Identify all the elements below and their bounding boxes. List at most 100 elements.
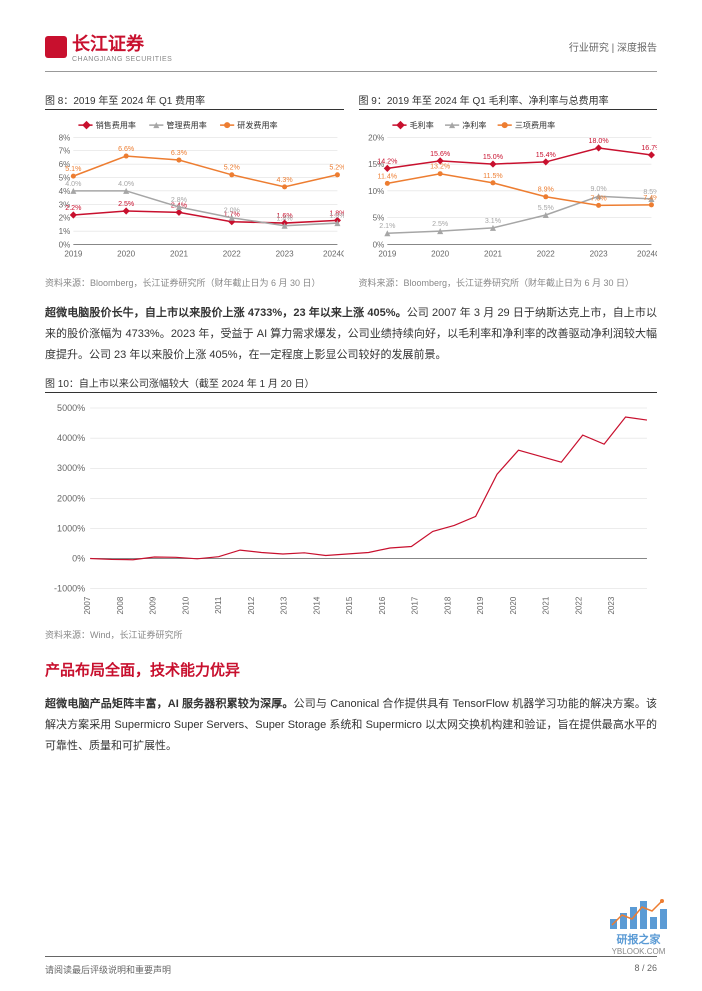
svg-text:2021: 2021 bbox=[170, 250, 188, 259]
svg-text:11.4%: 11.4% bbox=[377, 172, 397, 180]
watermark-bars-icon bbox=[610, 897, 667, 929]
logo-text: 长江证券 bbox=[72, 30, 172, 56]
svg-text:15.6%: 15.6% bbox=[430, 150, 451, 158]
svg-text:2021: 2021 bbox=[483, 250, 501, 259]
chart-8-svg: 销售费用率管理费用率研发费用率0%1%2%3%4%5%6%7%8%2019202… bbox=[45, 115, 344, 267]
svg-text:2.8%: 2.8% bbox=[171, 196, 188, 204]
svg-text:9.0%: 9.0% bbox=[590, 185, 607, 193]
svg-text:2020: 2020 bbox=[431, 250, 449, 259]
svg-text:2.5%: 2.5% bbox=[118, 200, 135, 208]
svg-text:2021: 2021 bbox=[542, 597, 551, 615]
paragraph-1: 超微电脑股价长牛，自上市以来股价上涨 4733%，23 年以来上涨 405%。公… bbox=[45, 303, 657, 366]
svg-text:2.5%: 2.5% bbox=[432, 220, 449, 228]
svg-text:2%: 2% bbox=[59, 214, 71, 223]
svg-text:1000%: 1000% bbox=[57, 524, 85, 534]
svg-text:7.4%: 7.4% bbox=[643, 194, 657, 202]
svg-text:2023: 2023 bbox=[276, 250, 294, 259]
svg-text:3000%: 3000% bbox=[57, 464, 85, 474]
svg-text:0%: 0% bbox=[72, 554, 85, 564]
logo-icon bbox=[45, 36, 67, 58]
svg-text:2017: 2017 bbox=[411, 597, 420, 615]
svg-text:研发费用率: 研发费用率 bbox=[237, 120, 277, 130]
chart-10-svg: -1000% 0% 1000% 2000% 3000% 4000% 5000% 2007 200… bbox=[45, 398, 657, 619]
svg-text:2011: 2011 bbox=[214, 597, 223, 615]
svg-text:7%: 7% bbox=[59, 147, 71, 156]
svg-text:4.0%: 4.0% bbox=[65, 180, 82, 188]
watermark-text: 研报之家 bbox=[610, 931, 667, 947]
svg-text:0%: 0% bbox=[59, 241, 71, 250]
svg-text:-1000%: -1000% bbox=[54, 584, 85, 594]
paragraph-2: 超微电脑产品矩阵丰富，AI 服务器积累较为深厚。公司与 Canonical 合作… bbox=[45, 694, 657, 757]
chart-10-title: 图 10：自上市以来公司涨幅较大（截至 2024 年 1 月 20 日） bbox=[45, 375, 657, 390]
svg-text:4.0%: 4.0% bbox=[118, 180, 135, 188]
svg-text:2007: 2007 bbox=[83, 597, 92, 615]
svg-text:2022: 2022 bbox=[536, 250, 554, 259]
svg-text:1.4%: 1.4% bbox=[277, 215, 294, 223]
logo: 长江证券 CHANGJIANG SECURITIES bbox=[45, 30, 172, 63]
svg-text:20%: 20% bbox=[368, 133, 384, 142]
svg-text:1.6%: 1.6% bbox=[329, 212, 343, 220]
svg-text:2010: 2010 bbox=[181, 597, 190, 615]
svg-text:销售费用率: 销售费用率 bbox=[96, 120, 136, 130]
watermark-url: YBLOOK.COM bbox=[610, 947, 667, 956]
svg-text:三项费用率: 三项费用率 bbox=[514, 120, 554, 130]
svg-text:1%: 1% bbox=[59, 227, 71, 236]
chart-9-svg: 毛利率净利率三项费用率0%5%10%15%20%2019202020212022… bbox=[359, 115, 658, 267]
svg-text:净利率: 净利率 bbox=[462, 120, 486, 130]
svg-text:4000%: 4000% bbox=[57, 434, 85, 444]
svg-text:13.2%: 13.2% bbox=[430, 163, 451, 171]
svg-text:2024Q1: 2024Q1 bbox=[323, 250, 343, 259]
svg-text:2013: 2013 bbox=[280, 597, 289, 615]
svg-text:2000%: 2000% bbox=[57, 494, 85, 504]
svg-text:2009: 2009 bbox=[149, 597, 158, 615]
svg-text:2015: 2015 bbox=[345, 597, 354, 615]
svg-text:6.6%: 6.6% bbox=[118, 145, 135, 153]
svg-text:5000%: 5000% bbox=[57, 403, 85, 413]
svg-text:16.7%: 16.7% bbox=[641, 144, 657, 152]
svg-text:2022: 2022 bbox=[574, 597, 583, 615]
svg-text:2019: 2019 bbox=[378, 250, 396, 259]
header-divider bbox=[45, 71, 657, 72]
svg-text:2.1%: 2.1% bbox=[379, 222, 396, 230]
svg-text:5.1%: 5.1% bbox=[65, 165, 82, 173]
svg-text:2008: 2008 bbox=[116, 597, 125, 615]
svg-text:3.1%: 3.1% bbox=[484, 217, 501, 225]
svg-text:5.5%: 5.5% bbox=[537, 204, 554, 212]
svg-text:管理费用率: 管理费用率 bbox=[166, 120, 206, 130]
svg-text:2020: 2020 bbox=[509, 597, 518, 615]
svg-text:2018: 2018 bbox=[443, 597, 452, 615]
svg-text:2.2%: 2.2% bbox=[65, 204, 82, 212]
svg-text:15.0%: 15.0% bbox=[482, 153, 503, 161]
svg-text:2023: 2023 bbox=[607, 597, 616, 615]
svg-text:2014: 2014 bbox=[312, 597, 321, 615]
chart-9: 图 9：2019 年至 2024 年 Q1 毛利率、净利率与总费用率 毛利率净利… bbox=[359, 92, 658, 289]
chart-8-source: 资料来源：Bloomberg，长江证券研究所（财年截止日为 6 月 30 日） bbox=[45, 276, 344, 289]
svg-text:2016: 2016 bbox=[378, 597, 387, 615]
svg-text:2019: 2019 bbox=[476, 597, 485, 615]
chart-8-title: 图 8：2019 年至 2024 年 Q1 费用率 bbox=[45, 92, 344, 107]
page-footer: 请阅读最后评级说明和重要声明 8 / 26 bbox=[0, 956, 702, 991]
svg-text:2022: 2022 bbox=[223, 250, 241, 259]
svg-text:4.3%: 4.3% bbox=[277, 176, 294, 184]
section-title: 产品布局全面，技术能力优异 bbox=[45, 659, 657, 680]
svg-text:2012: 2012 bbox=[247, 597, 256, 615]
svg-text:5.2%: 5.2% bbox=[329, 164, 343, 172]
page-number: 8 / 26 bbox=[634, 963, 657, 976]
svg-text:15.4%: 15.4% bbox=[535, 151, 556, 159]
watermark: 研报之家 YBLOOK.COM bbox=[610, 897, 667, 956]
svg-text:2019: 2019 bbox=[64, 250, 82, 259]
svg-text:18.0%: 18.0% bbox=[588, 137, 609, 145]
chart-10: 图 10：自上市以来公司涨幅较大（截至 2024 年 1 月 20 日） -10… bbox=[45, 375, 657, 641]
svg-text:14.2%: 14.2% bbox=[377, 157, 398, 165]
svg-text:2023: 2023 bbox=[589, 250, 607, 259]
svg-text:2024Q1: 2024Q1 bbox=[637, 250, 657, 259]
header-category: 行业研究 | 深度报告 bbox=[569, 39, 657, 54]
svg-text:11.5%: 11.5% bbox=[483, 172, 503, 180]
footer-disclaimer: 请阅读最后评级说明和重要声明 bbox=[45, 963, 171, 976]
chart-8: 图 8：2019 年至 2024 年 Q1 费用率 销售费用率 管理费用率 研发费用… bbox=[45, 92, 344, 289]
svg-text:2.0%: 2.0% bbox=[224, 207, 241, 215]
charts-row-1: 图 8：2019 年至 2024 年 Q1 费用率 销售费用率 管理费用率 研发费用… bbox=[45, 92, 657, 289]
svg-text:0%: 0% bbox=[372, 241, 384, 250]
chart-10-source: 资料来源：Wind，长江证券研究所 bbox=[45, 628, 657, 641]
svg-text:7.3%: 7.3% bbox=[590, 194, 607, 202]
